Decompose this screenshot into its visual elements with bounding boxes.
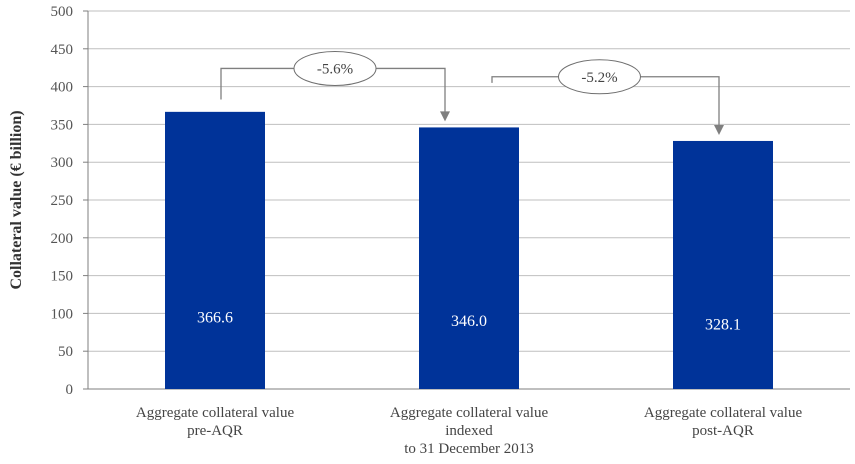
category-label: Aggregate collateral value pre-AQR	[136, 405, 295, 439]
category-label: Aggregate collateral value indexed to 31 D…	[390, 405, 549, 457]
change-ellipse	[558, 59, 641, 95]
y-tick-label: 0	[66, 382, 74, 398]
category-labels: Aggregate collateral value pre-AQR Aggrega…	[136, 405, 803, 457]
bar-value-label: 328.1	[705, 316, 741, 333]
y-tick-label: 300	[51, 155, 74, 171]
y-tick-label: 450	[51, 42, 74, 58]
y-tick-label: 100	[51, 306, 74, 322]
y-tick-label: 400	[51, 80, 74, 96]
arrowhead	[440, 111, 450, 122]
y-tick-label: 500	[51, 4, 74, 20]
y-tick-label: 150	[51, 269, 74, 285]
bar	[673, 140, 773, 389]
y-tick-label: 50	[58, 344, 73, 360]
bar-value-label: 346.0	[451, 313, 487, 330]
change-percent-label: -5.6%	[317, 61, 353, 77]
bar-value-labels: 366.6 346.0 328.1	[197, 309, 741, 333]
y-tick-label: 350	[51, 117, 74, 133]
change-annotations: -5.6% -5.2%	[220, 50, 724, 135]
y-axis-label: Collateral value (€ billion)	[8, 110, 25, 289]
y-tick-label: 250	[51, 193, 74, 209]
y-tick-labels: 0 50 100 150 200 250 300 350 400 450 500	[51, 4, 74, 398]
category-label: Aggregate collateral value post-AQR	[644, 405, 803, 439]
bar-value-label: 366.6	[197, 309, 233, 326]
change-ellipse	[293, 50, 377, 86]
bar	[165, 111, 265, 389]
y-tick-label: 200	[51, 231, 74, 247]
bar	[419, 127, 519, 389]
bars	[165, 111, 773, 389]
change-percent-label: -5.2%	[581, 70, 617, 86]
arrowhead	[714, 124, 724, 135]
